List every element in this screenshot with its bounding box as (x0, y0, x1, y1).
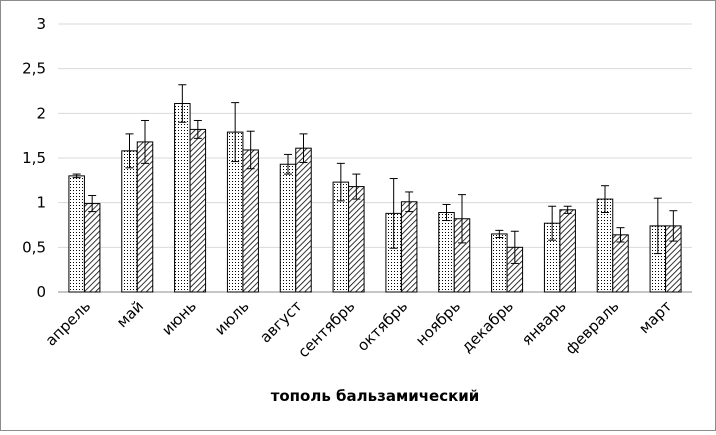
error-bar (510, 230, 519, 264)
error-bar (72, 173, 81, 179)
x-tick-label: июнь (158, 297, 200, 339)
x-tick-label: январь (518, 297, 570, 349)
bar-series-1 (596, 198, 614, 293)
error-bar (336, 162, 345, 202)
error-bar (458, 194, 466, 244)
y-tick-label: 2 (36, 104, 46, 122)
bar-series-2 (612, 234, 629, 293)
error-bar (125, 133, 134, 169)
error-bar (389, 178, 398, 249)
error-bar (231, 102, 240, 163)
error-bar (548, 205, 557, 241)
y-tick-label: 0,5 (22, 238, 46, 256)
bar-series-1 (491, 233, 508, 293)
error-bar (653, 197, 662, 255)
error-bar (563, 205, 572, 214)
error-bar (193, 119, 202, 139)
error-bar (616, 227, 625, 243)
x-axis-title: тополь бальзамический (271, 387, 480, 405)
bar-series-2 (83, 203, 101, 293)
error-bar (442, 203, 451, 222)
x-tick-label: апрель (42, 297, 94, 349)
x-tick-label: октябрь (354, 297, 412, 355)
bar-series-1 (174, 103, 191, 293)
bar-series-1 (438, 211, 455, 293)
error-bar (246, 130, 255, 170)
error-bar (299, 133, 308, 163)
error-bar (405, 191, 414, 213)
error-bar (601, 185, 609, 213)
y-tick-labels: 0 0,5 1 1,5 2 2,5 3 (22, 15, 46, 301)
bar-series-2 (136, 141, 154, 293)
y-tick-label: 0 (36, 283, 46, 301)
error-bar (178, 84, 187, 123)
bar-series-2 (348, 186, 365, 293)
bar-series-1 (121, 150, 138, 293)
bar-series-2 (400, 201, 418, 293)
error-bar (495, 229, 504, 239)
error-bar (88, 195, 97, 213)
x-tick-label: сентябрь (294, 297, 358, 361)
bar-series-2 (189, 128, 207, 293)
bars (68, 103, 682, 293)
bar-series-2 (242, 149, 259, 293)
x-tick-label: февраль (562, 297, 623, 358)
error-bar (284, 153, 292, 175)
bar-series-2 (295, 147, 312, 293)
y-tick-label: 1 (36, 194, 46, 212)
x-tick-label: март (635, 297, 675, 337)
y-tick-label: 1,5 (22, 149, 46, 167)
x-tick-label: ноябрь (412, 297, 464, 349)
error-bar (141, 119, 149, 164)
y-tick-label: 3 (36, 15, 46, 33)
x-tick-label: май (113, 297, 147, 331)
gridlines (58, 23, 692, 293)
error-bar (669, 210, 678, 242)
bar-series-2 (559, 209, 576, 293)
x-tick-label: июль (211, 297, 253, 339)
bar-series-1 (68, 175, 85, 293)
bar-series-1 (279, 163, 297, 293)
x-tick-label: декабрь (458, 297, 517, 356)
y-tick-label: 2,5 (22, 60, 46, 78)
x-tick-label: август (256, 297, 306, 347)
error-bars (72, 84, 678, 264)
error-bar (352, 173, 361, 200)
